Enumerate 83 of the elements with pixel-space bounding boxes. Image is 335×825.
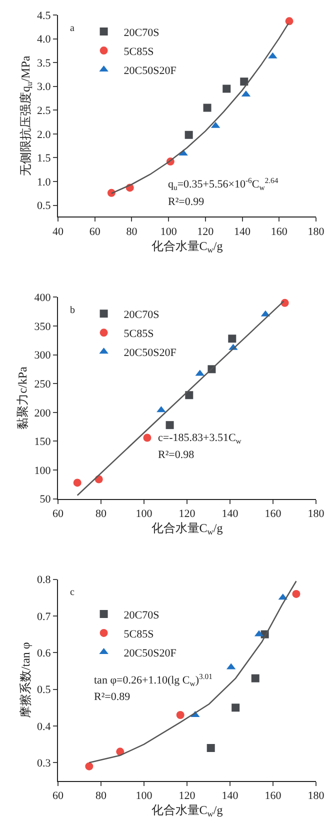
x-axis-title: 化合水量C$_{w}$/g xyxy=(151,238,223,254)
annotation: R²=0.98 xyxy=(158,449,195,461)
point xyxy=(292,590,300,598)
y-axis-title: 摩擦系数/tan φ xyxy=(18,642,32,718)
x-tick-label: 140 xyxy=(222,790,239,802)
y-tick-label: 0.5 xyxy=(37,200,52,212)
x-tick-label: 100 xyxy=(136,508,153,520)
x-tick-label: 80 xyxy=(96,790,107,802)
x-tick-label: 80 xyxy=(96,508,107,520)
x-tick-label: 140 xyxy=(222,508,239,520)
y-tick-label: 1.5 xyxy=(37,152,52,165)
y-tick-label: 3.5 xyxy=(37,57,52,70)
legend-label: 5C85S xyxy=(124,328,154,340)
y-tick-label: 100 xyxy=(34,464,52,477)
y-tick-label: 2.0 xyxy=(37,128,52,141)
y-tick-label: 300 xyxy=(34,350,52,362)
point xyxy=(232,704,240,712)
point xyxy=(251,674,260,682)
x-tick-label: 120 xyxy=(178,508,196,520)
point xyxy=(240,78,248,86)
annotation: c=-185.83+3.51C$_{w}$ xyxy=(158,432,242,446)
x-axis-title: 化合水量C$_{w}$/g xyxy=(151,520,223,536)
x-tick-label: 180 xyxy=(308,790,325,802)
legend-label: 5C85S xyxy=(124,628,154,640)
y-tick-label: 0.4 xyxy=(37,720,52,733)
point xyxy=(85,762,94,770)
y-tick-label: 200 xyxy=(34,407,52,420)
y-tick-label: 350 xyxy=(34,320,52,333)
y-tick-label: 4.0 xyxy=(37,34,52,46)
legend-label: 20C50S20F xyxy=(124,64,176,77)
x-tick-label: 180 xyxy=(308,508,325,520)
x-tick-label: 40 xyxy=(52,226,64,238)
legend-label: 20C50S20F xyxy=(124,346,176,359)
legend-label: 20C70S xyxy=(124,609,160,622)
x-tick-label: 60 xyxy=(52,508,64,520)
annotation: R²=0.99 xyxy=(168,196,205,208)
point xyxy=(143,434,152,442)
x-tick-label: 160 xyxy=(264,790,282,802)
point xyxy=(285,17,294,26)
x-tick-label: 160 xyxy=(264,508,282,520)
legend-label: 20C70S xyxy=(124,26,160,39)
point xyxy=(73,478,82,487)
x-tick-label: 60 xyxy=(89,226,101,238)
y-tick-label: 3.0 xyxy=(37,81,52,94)
point xyxy=(206,744,215,752)
point xyxy=(166,421,174,430)
point xyxy=(176,710,184,719)
y-tick-label: 0.6 xyxy=(37,647,52,660)
x-tick-label: 60 xyxy=(52,790,64,802)
y-tick-label: 0.5 xyxy=(37,684,52,696)
x-axis-title: 化合水量C$_{w}$/g xyxy=(151,803,223,819)
annotation: tan φ=0.26+1.10(lg C$_{w}$)$^{3.01}$ xyxy=(94,672,213,688)
annotation: b xyxy=(70,305,75,316)
y-tick-label: 0.3 xyxy=(37,758,52,770)
annotation: c xyxy=(70,587,75,598)
y-tick-label: 0.8 xyxy=(37,574,52,586)
x-tick-label: 120 xyxy=(178,790,196,802)
point xyxy=(228,334,236,343)
annotation: R²=0.89 xyxy=(94,691,131,703)
legend-label: 20C70S xyxy=(124,308,160,321)
legend-label: 5C85S xyxy=(124,46,154,58)
x-tick-label: 100 xyxy=(160,226,178,238)
point xyxy=(185,391,194,400)
point xyxy=(184,130,193,139)
point xyxy=(222,84,231,93)
x-tick-label: 100 xyxy=(136,790,153,802)
x-tick-label: 140 xyxy=(234,226,252,238)
x-tick-label: 180 xyxy=(308,226,325,238)
point xyxy=(203,104,212,112)
y-tick-label: 250 xyxy=(34,378,52,390)
y-tick-label: 400 xyxy=(34,292,52,304)
y-tick-label: 1.0 xyxy=(37,176,52,188)
y-axis-title: 黏聚力c/kPa xyxy=(16,366,30,430)
annotation: a xyxy=(70,23,75,34)
x-tick-label: 120 xyxy=(197,226,214,238)
y-tick-label: 2.5 xyxy=(37,105,52,117)
x-tick-label: 160 xyxy=(270,226,288,238)
y-tick-label: 4.5 xyxy=(37,10,52,22)
legend-label: 20C50S20F xyxy=(124,647,176,660)
y-tick-label: 0.7 xyxy=(37,610,52,623)
y-tick-label: 50 xyxy=(40,494,52,506)
y-tick-label: 150 xyxy=(34,436,52,448)
x-tick-label: 80 xyxy=(126,226,138,238)
